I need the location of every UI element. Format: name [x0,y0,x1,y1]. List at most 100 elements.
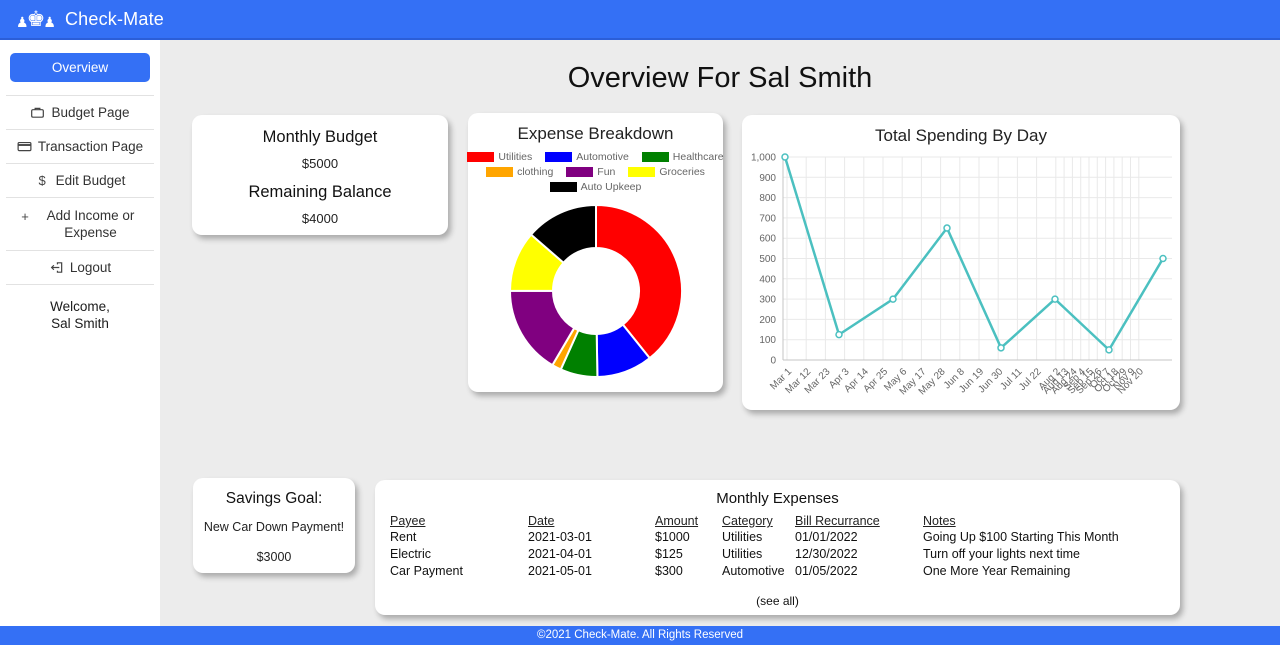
cell-category: Utilities [722,530,763,544]
sidebar-item-label: Logout [69,260,112,275]
y-tick-label: 1,000 [751,153,776,164]
cell-notes: One More Year Remaining [923,564,1071,578]
data-point-may-28[interactable] [943,224,951,232]
savings-goal-name: New Car Down Payment! [203,520,345,534]
sidebar-item-logout[interactable]: Logout [6,251,154,285]
legend-label: clothing [517,166,554,178]
y-tick-label: 500 [759,254,776,265]
data-point-aug-2[interactable] [1051,295,1059,303]
table-row: Car Payment 2021-05-01 $300 Automotive 0… [390,563,1165,580]
cell-amount: $300 [655,564,683,578]
main-content: Overview For Sal Smith Monthly Budget $5… [160,40,1280,626]
legend-label: Auto Upkeep [580,181,642,193]
cell-recurrance: 01/01/2022 [795,530,858,544]
spending-by-day-card: Total Spending By Day 0 100 200 300 400 500 60… [742,115,1180,410]
remaining-balance-title: Remaining Balance [248,183,392,201]
legend-color-swatch [566,167,594,177]
table-row: Rent 2021-03-01 $1000 Utilities 01/01/20… [390,529,1165,546]
legend-color-swatch [467,152,495,162]
sidebar-item-label: Add Income or Expense [46,208,135,240]
cell-amount: $125 [655,547,683,561]
y-tick-label: 100 [759,335,776,346]
column-header-date: Date [528,514,555,528]
y-tick-label: 300 [759,295,776,306]
data-point-may-6[interactable] [889,295,897,303]
savings-goal-card: Savings Goal: New Car Down Payment! $300… [193,478,355,573]
cell-amount: $1000 [655,530,690,544]
see-all-link[interactable]: (see all) [756,594,799,608]
sidebar-item-add-income-expense[interactable]: + Add Income or Expense [6,198,154,251]
y-tick-label: 800 [759,193,776,204]
legend-color-swatch [486,167,514,177]
cell-payee: Rent [390,530,417,544]
footer: ©2021 Check-Mate. All Rights Reserved [0,626,1280,645]
remaining-balance-amount: $4000 [301,211,339,226]
welcome-line2: Sal Smith [51,316,109,331]
legend-color-swatch [628,167,656,177]
sidebar-item-overview[interactable]: Overview [10,53,150,82]
data-point-sep-26[interactable] [1105,346,1113,354]
legend-row: Utilities Automotive Healthcare [467,151,724,163]
app-header: ♟ ♚ ♟ Check-Mate [0,0,1280,40]
sidebar-item-label: Budget Page [51,105,130,120]
credit-card-icon [17,139,32,154]
cell-notes: Going Up $100 Starting This Month [923,530,1119,544]
cell-date: 2021-05-01 [528,564,592,578]
monthly-budget-title: Monthly Budget [262,128,378,146]
legend-color-swatch [641,152,669,162]
plus-icon: + [21,209,29,224]
cell-recurrance: 12/30/2022 [795,547,858,561]
legend-label: Utilities [498,151,533,163]
column-header-notes: Notes [923,514,956,528]
y-tick-label: 400 [759,274,776,285]
table-row: Electric 2021-04-01 $125 Utilities 12/30… [390,546,1165,563]
legend-item-utilities[interactable]: Utilities [467,151,532,163]
cell-category: Automotive [722,564,785,578]
expense-breakdown-title: Expense Breakdown [517,124,674,143]
y-tick-label: 200 [759,315,776,326]
welcome-text: Welcome, Sal Smith [0,285,160,332]
gridlines [783,156,1172,361]
expense-breakdown-doughnut-chart[interactable] [468,113,723,392]
dollar-icon: $ [38,173,46,188]
legend-label: Automotive [576,151,629,163]
donut-segment-utilities[interactable] [595,203,683,360]
legend-item-groceries[interactable]: Groceries [628,166,705,178]
briefcase-icon [30,105,45,120]
legend-color-swatch [549,182,577,192]
data-point-mar-1[interactable] [781,153,789,161]
welcome-line1: Welcome, [50,299,110,314]
cell-payee: Electric [390,547,431,561]
monthly-expenses-title: Monthly Expenses [716,490,839,507]
legend-label: Groceries [659,166,705,178]
logout-icon [49,260,64,275]
expense-breakdown-legend: Utilities Automotive Healthcare clothing Fun… [467,151,724,193]
table-header-row: Payee Date Amount Category Bill Recurran… [390,513,1165,529]
page-title: Overview For Sal Smith [567,62,873,94]
data-point-nov-20[interactable] [1159,254,1167,263]
monthly-expenses-table: Payee Date Amount Category Bill Recurran… [390,513,1165,580]
legend-item-healthcare[interactable]: Healthcare [641,151,724,163]
legend-label: Healthcare [672,151,724,163]
y-tick-label: 600 [759,234,776,245]
legend-item-auto-upkeep[interactable]: Auto Upkeep [549,181,642,193]
legend-item-fun[interactable]: Fun [566,166,615,178]
sidebar-item-budget-page[interactable]: Budget Page [6,96,154,130]
legend-item-automotive[interactable]: Automotive [545,151,629,163]
spending-line [783,155,1165,352]
legend-item-clothing[interactable]: clothing [486,166,553,178]
cell-category: Utilities [722,547,763,561]
expense-breakdown-card: Expense Breakdown Utilities Automotive Hea… [467,113,724,392]
sidebar-item-overview-wrap: Overview [6,53,154,96]
data-point-jun-30[interactable] [997,344,1005,352]
cell-recurrance: 01/05/2022 [795,564,858,578]
data-point-apr-3[interactable] [835,330,843,339]
legend-row: clothing Fun Groceries [468,166,723,178]
sidebar-item-edit-budget[interactable]: $ Edit Budget [6,164,154,198]
cell-payee: Car Payment [390,564,463,578]
donut-segment-auto-upkeep[interactable] [529,203,597,265]
sidebar-item-transaction-page[interactable]: Transaction Page [6,130,154,164]
legend-color-swatch [545,152,573,162]
chess-pieces-icon: ♟ ♚ ♟ [16,6,56,31]
